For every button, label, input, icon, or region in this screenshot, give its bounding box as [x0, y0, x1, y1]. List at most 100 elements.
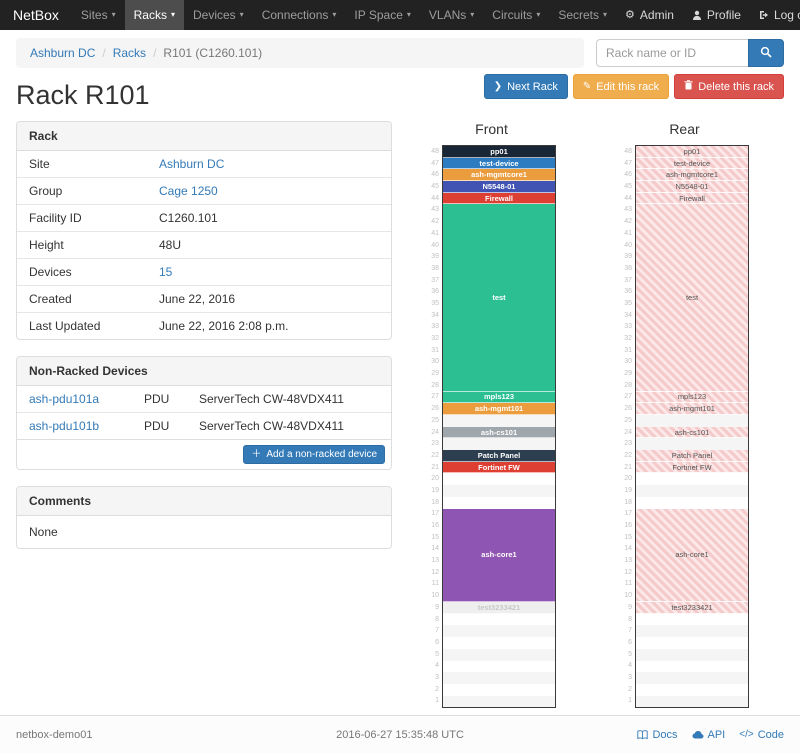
unit-number: 25 [431, 416, 439, 424]
device-link[interactable]: ash-pdu101b [29, 419, 100, 433]
edit-rack-label: Edit this rack [596, 80, 660, 93]
device-link[interactable]: ash-pdu101a [29, 392, 100, 406]
empty-unit[interactable] [636, 625, 748, 638]
empty-unit[interactable] [443, 415, 555, 427]
unit-number: 47 [431, 159, 439, 167]
docs-link[interactable]: Docs [637, 728, 678, 741]
rack-device-front[interactable]: ash-mgmt101 [443, 403, 555, 415]
brand-logo[interactable]: NetBox [13, 7, 59, 23]
empty-unit[interactable] [443, 660, 555, 673]
profile-link[interactable]: Profile [683, 0, 750, 30]
rack-device-rear[interactable]: mpls123 [636, 391, 748, 404]
search-input[interactable] [596, 39, 748, 67]
empty-unit[interactable] [443, 672, 555, 684]
code-link[interactable]: </> Code [739, 729, 784, 741]
api-link[interactable]: API [692, 729, 725, 741]
rack-device-front[interactable]: test [443, 204, 555, 392]
rack-device-rear[interactable]: N5548-01 [636, 181, 748, 193]
empty-unit[interactable] [443, 637, 555, 649]
empty-unit[interactable] [636, 473, 748, 486]
unit-number: 22 [624, 451, 632, 459]
empty-unit[interactable] [636, 637, 748, 649]
rack-device-rear[interactable]: ash-cs101 [636, 426, 748, 439]
rack-device-rear[interactable]: ash-mgmt101 [636, 403, 748, 415]
nav-item-circuits[interactable]: Circuits ▾ [483, 0, 549, 30]
unit-number: 48 [431, 148, 439, 155]
rack-device-rear[interactable]: Patch Panel [636, 450, 748, 462]
breadcrumb-item[interactable]: Racks [112, 46, 147, 60]
unit-number: 17 [431, 510, 439, 518]
rack-device-front[interactable]: Firewall [443, 192, 555, 205]
rack-device-rear[interactable]: test-device [636, 157, 748, 170]
rack-device-front[interactable]: ash-core1 [443, 508, 555, 603]
empty-unit[interactable] [443, 473, 555, 486]
attr-row: Created June 22, 2016 [17, 285, 391, 313]
rack-device-front[interactable]: test-device [443, 157, 555, 170]
rear-elevation-title: Rear [669, 121, 700, 137]
breadcrumb-item[interactable]: Ashburn DC [30, 46, 96, 60]
search-button[interactable] [748, 39, 784, 67]
delete-rack-button[interactable]: Delete this rack [674, 74, 784, 99]
rack-device-front[interactable]: N5548-01 [443, 181, 555, 193]
nav-item-vlans[interactable]: VLANs ▾ [420, 0, 483, 30]
empty-unit[interactable] [636, 415, 748, 427]
rack-device-front[interactable]: Patch Panel [443, 450, 555, 462]
attr-value-link[interactable]: 15 [159, 265, 173, 279]
docs-label: Docs [652, 728, 678, 741]
empty-unit[interactable] [636, 660, 748, 673]
book-icon [637, 729, 649, 740]
rack-device-rear[interactable]: test [636, 204, 748, 392]
nav-item-devices[interactable]: Devices ▾ [184, 0, 253, 30]
rack-device-rear[interactable]: test3233421 [636, 602, 748, 614]
empty-unit[interactable] [443, 496, 555, 509]
empty-unit[interactable] [443, 438, 555, 451]
rack-device-rear[interactable]: Fortinet FW [636, 461, 748, 474]
attr-value-link[interactable]: Ashburn DC [159, 157, 225, 171]
chevron-down-icon: ▾ [536, 10, 541, 19]
nav-item-racks[interactable]: Racks ▾ [124, 0, 184, 30]
unit-number: 28 [624, 381, 632, 389]
rack-device-front[interactable]: ash-mgmtcore1 [443, 169, 555, 182]
front-unit-numbers: 48 47 46 45 44 43 42 41 40 39 38 37 36 35 34 33 32 31 30 29… [427, 145, 442, 708]
rack-device-front[interactable]: ash-cs101 [443, 426, 555, 439]
attr-label: Height [17, 231, 147, 259]
rack-device-front[interactable]: Fortinet FW [443, 461, 555, 474]
rack-device-front[interactable]: mpls123 [443, 391, 555, 404]
logout-link[interactable]: Log out [750, 0, 800, 30]
nav-item-secrets[interactable]: Secrets ▾ [549, 0, 616, 30]
unit-number: 14 [431, 545, 439, 553]
empty-unit[interactable] [636, 695, 748, 708]
rack-device-front[interactable]: pp01 [443, 146, 555, 158]
empty-unit[interactable] [636, 672, 748, 684]
edit-rack-button[interactable]: ✎ Edit this rack [572, 74, 670, 99]
empty-unit[interactable] [443, 625, 555, 638]
nav-item-sites[interactable]: Sites ▾ [72, 0, 125, 30]
next-rack-button[interactable]: ❯ Next Rack [483, 74, 568, 99]
empty-unit[interactable] [636, 648, 748, 661]
empty-unit[interactable] [636, 683, 748, 696]
unit-number: 12 [624, 568, 632, 576]
empty-unit[interactable] [443, 648, 555, 661]
rack-device-rear[interactable]: ash-core1 [636, 508, 748, 603]
rack-device-rear[interactable]: pp01 [636, 146, 748, 158]
attr-row: Group Cage 1250 [17, 177, 391, 205]
add-nonracked-device-button[interactable]: ＋ Add a non-racked device [243, 445, 385, 464]
attr-value-link[interactable]: Cage 1250 [159, 184, 218, 198]
nav-item-connections[interactable]: Connections ▾ [253, 0, 346, 30]
unit-number: 43 [624, 206, 632, 214]
unit-number: 38 [431, 264, 439, 272]
empty-unit[interactable] [636, 496, 748, 509]
rack-device-rear[interactable]: ash-mgmtcore1 [636, 169, 748, 182]
empty-unit[interactable] [443, 485, 555, 497]
admin-link[interactable]: ⚙ Admin [616, 0, 683, 30]
nav-item-ip-space[interactable]: IP Space ▾ [345, 0, 420, 30]
unit-number: 8 [435, 615, 439, 623]
empty-unit[interactable] [636, 613, 748, 626]
empty-unit[interactable] [636, 438, 748, 451]
rack-device-front[interactable]: test3233421 [443, 602, 555, 614]
empty-unit[interactable] [443, 683, 555, 696]
rack-device-rear[interactable]: Firewall [636, 192, 748, 205]
empty-unit[interactable] [443, 613, 555, 626]
empty-unit[interactable] [443, 695, 555, 708]
empty-unit[interactable] [636, 485, 748, 497]
